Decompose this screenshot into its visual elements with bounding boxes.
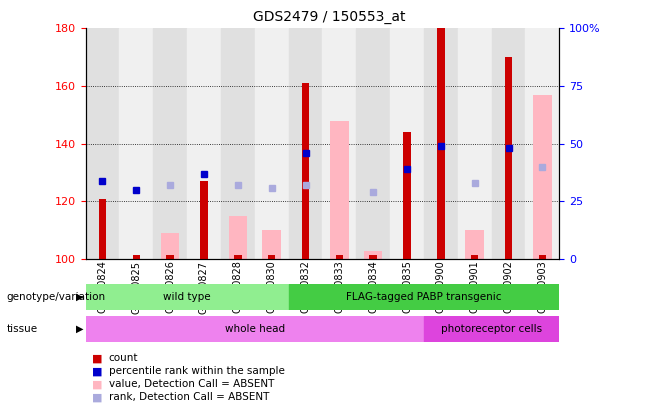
Bar <box>364 251 382 259</box>
Bar <box>533 95 551 259</box>
Bar <box>322 28 356 259</box>
Bar <box>471 255 478 259</box>
Text: wild type: wild type <box>163 292 211 302</box>
Bar <box>161 233 180 259</box>
Bar <box>330 121 349 259</box>
Bar <box>289 28 322 259</box>
Bar <box>187 28 221 259</box>
Text: tissue: tissue <box>7 324 38 334</box>
Bar <box>268 255 276 259</box>
Bar <box>153 28 187 259</box>
Text: GDS2479 / 150553_at: GDS2479 / 150553_at <box>253 10 405 24</box>
Bar <box>255 28 289 259</box>
Bar <box>263 230 281 259</box>
Text: ■: ■ <box>92 392 103 402</box>
Bar <box>336 255 343 259</box>
Bar <box>132 255 140 259</box>
Bar <box>234 255 241 259</box>
Bar <box>86 316 424 342</box>
Bar <box>390 28 424 259</box>
Text: ■: ■ <box>92 354 103 363</box>
Bar <box>200 181 208 259</box>
Text: whole head: whole head <box>224 324 285 334</box>
Text: ■: ■ <box>92 379 103 389</box>
Bar <box>458 28 492 259</box>
Text: rank, Detection Call = ABSENT: rank, Detection Call = ABSENT <box>109 392 269 402</box>
Bar <box>403 132 411 259</box>
Bar <box>369 255 377 259</box>
Bar <box>289 284 559 310</box>
Bar <box>221 28 255 259</box>
Text: ▶: ▶ <box>76 324 83 334</box>
Text: value, Detection Call = ABSENT: value, Detection Call = ABSENT <box>109 379 274 389</box>
Bar <box>86 28 119 259</box>
Bar <box>119 28 153 259</box>
Text: ■: ■ <box>92 367 103 376</box>
Bar <box>492 28 526 259</box>
Bar <box>86 284 289 310</box>
Text: percentile rank within the sample: percentile rank within the sample <box>109 367 284 376</box>
Bar <box>505 57 513 259</box>
Text: FLAG-tagged PABP transgenic: FLAG-tagged PABP transgenic <box>346 292 501 302</box>
Bar <box>437 28 445 259</box>
Bar <box>465 230 484 259</box>
Bar <box>424 28 458 259</box>
Text: photoreceptor cells: photoreceptor cells <box>441 324 542 334</box>
Bar <box>526 28 559 259</box>
Bar <box>302 83 309 259</box>
Text: ▶: ▶ <box>76 292 83 302</box>
Bar <box>424 316 559 342</box>
Bar <box>166 255 174 259</box>
Text: count: count <box>109 354 138 363</box>
Bar <box>539 255 546 259</box>
Bar <box>228 216 247 259</box>
Bar <box>356 28 390 259</box>
Text: genotype/variation: genotype/variation <box>7 292 106 302</box>
Bar <box>99 198 106 259</box>
